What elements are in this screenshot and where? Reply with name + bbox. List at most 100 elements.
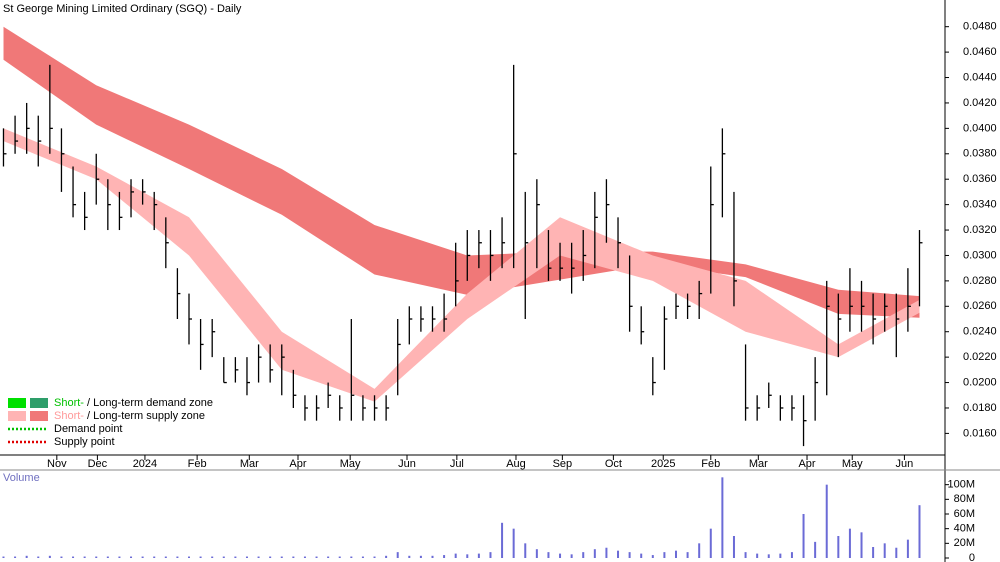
x-tick-label: May [842, 458, 863, 470]
x-tick-label: Feb [188, 458, 207, 470]
volume-bar [443, 555, 446, 558]
volume-bar [72, 556, 75, 558]
x-tick-label: Jul [450, 458, 464, 470]
volume-bar [419, 555, 422, 558]
y-tick-label: 0.0220 [963, 351, 997, 363]
volume-tick-label: 40M [954, 523, 975, 535]
volume-bar [60, 556, 63, 558]
volume-tick-label: 80M [954, 493, 975, 505]
volume-bar [292, 556, 295, 558]
volume-bar [153, 556, 156, 558]
volume-bar [118, 556, 121, 558]
volume-tick-label: 60M [954, 508, 975, 520]
legend-label: Short- / Long-term demand zone [54, 397, 213, 409]
volume-bar [698, 543, 701, 558]
volume-bar [48, 555, 51, 558]
volume-bar [837, 536, 840, 558]
volume-bar [593, 549, 596, 558]
volume-bar [779, 553, 782, 558]
legend-swatch [30, 398, 48, 408]
volume-bar [350, 556, 353, 558]
y-tick-label: 0.0460 [963, 46, 997, 58]
volume-bar [454, 553, 457, 558]
volume-bar [199, 556, 202, 558]
volume-bar [756, 553, 759, 558]
y-tick-label: 0.0200 [963, 376, 997, 388]
volume-bar [37, 556, 40, 558]
volume-bar [872, 547, 875, 558]
volume-bar [524, 543, 527, 558]
x-tick-label: Sep [553, 458, 573, 470]
volume-bar [767, 554, 770, 558]
volume-bar [188, 556, 190, 558]
volume-bar [466, 554, 469, 558]
volume-bar [501, 522, 504, 558]
volume-bar [361, 556, 364, 558]
volume-bar [628, 552, 631, 558]
zone-band [3, 26, 920, 318]
x-tick-label: Apr [798, 458, 815, 470]
volume-bar [106, 556, 109, 558]
volume-bar [338, 556, 341, 558]
volume-bar [385, 555, 388, 558]
volume-bar [431, 555, 434, 558]
volume-bar [640, 553, 643, 558]
volume-bar [848, 528, 851, 558]
volume-bar [559, 553, 562, 558]
volume-bar [83, 556, 86, 558]
volume-bar [744, 552, 747, 558]
volume-bar [906, 539, 909, 558]
volume-bar [373, 556, 376, 558]
y-tick-label: 0.0160 [963, 427, 997, 439]
volume-bar [802, 514, 805, 558]
legend-label: Short- / Long-term supply zone [54, 410, 205, 422]
volume-bar [408, 555, 411, 558]
y-tick-label: 0.0280 [963, 275, 997, 287]
volume-bar [245, 556, 248, 558]
legend-swatch [8, 398, 26, 408]
volume-bar [582, 552, 585, 558]
volume-bar [14, 556, 17, 558]
legend-short: Short- [54, 397, 84, 409]
x-tick-label: Nov [47, 458, 67, 470]
volume-bar [535, 549, 538, 558]
volume-bar [883, 543, 886, 558]
x-tick-label: Jun [896, 458, 914, 470]
y-tick-label: 0.0360 [963, 173, 997, 185]
volume-bar [2, 556, 5, 558]
volume-bar [327, 556, 330, 558]
x-tick-label: May [340, 458, 361, 470]
volume-bar [674, 550, 677, 558]
y-tick-label: 0.0240 [963, 326, 997, 338]
volume-bar [663, 552, 666, 558]
y-tick-label: 0.0180 [963, 402, 997, 414]
x-tick-label: Jun [398, 458, 416, 470]
volume-bar [570, 554, 573, 558]
volume-bar [164, 556, 167, 558]
volume-bar [512, 528, 515, 558]
y-tick-label: 0.0420 [963, 97, 997, 109]
chart-title: St George Mining Limited Ordinary (SGQ) … [3, 3, 242, 15]
volume-bar [651, 555, 654, 558]
volume-bar [257, 556, 260, 558]
volume-bar [709, 528, 712, 558]
volume-bar [732, 536, 735, 558]
y-tick-label: 0.0480 [963, 21, 997, 33]
volume-bar [860, 532, 863, 558]
x-tick-label: 2025 [651, 458, 675, 470]
x-tick-label: Oct [605, 458, 622, 470]
volume-bar [234, 556, 237, 558]
x-tick-label: Dec [88, 458, 108, 470]
volume-label: Volume [3, 472, 40, 484]
y-tick-label: 0.0320 [963, 224, 997, 236]
x-tick-label: Feb [701, 458, 720, 470]
volume-bar [222, 556, 225, 558]
volume-bar [814, 541, 817, 558]
y-tick-label: 0.0440 [963, 71, 997, 83]
volume-bar [489, 552, 492, 558]
volume-bar [895, 547, 898, 558]
volume-bar [141, 556, 144, 558]
volume-bar [211, 556, 214, 558]
y-tick-label: 0.0300 [963, 249, 997, 261]
